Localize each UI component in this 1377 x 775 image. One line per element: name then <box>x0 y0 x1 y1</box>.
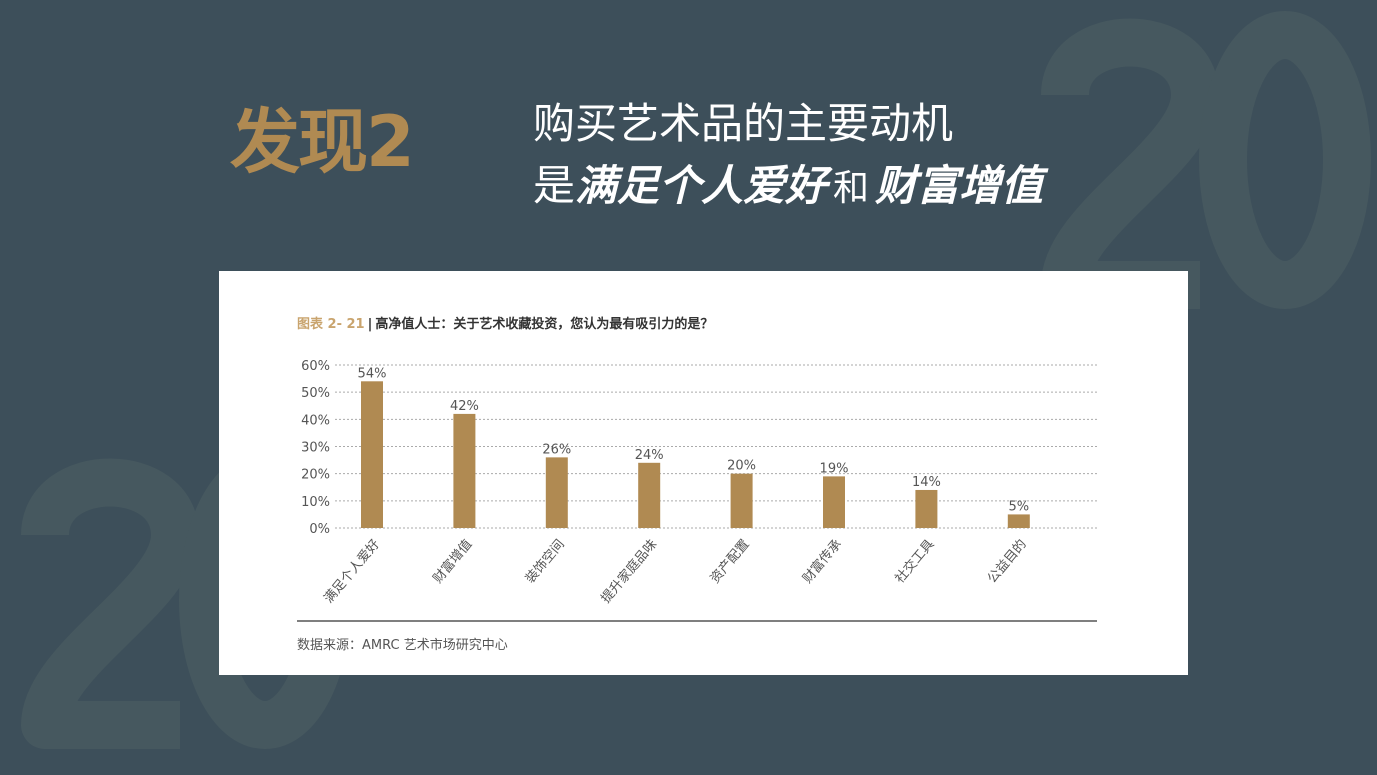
data-label: 5% <box>1008 499 1029 514</box>
bar <box>638 462 661 528</box>
bar <box>361 381 383 528</box>
headline-prefix: 是 <box>533 161 576 210</box>
watermark-top-right <box>1041 11 1371 309</box>
x-tick-label: 财富增值 <box>430 536 476 586</box>
headline-line2: 是满足个人爱好和财富增值 <box>533 155 1043 220</box>
x-tick-label: 公益目的 <box>984 536 1030 586</box>
data-label: 54% <box>358 366 387 381</box>
y-tick-label: 40% <box>301 413 330 428</box>
y-tick-label: 10% <box>301 495 330 510</box>
x-tick-label: 社交工具 <box>892 536 938 586</box>
y-tick-label: 30% <box>301 441 330 456</box>
watermark-digit-0 <box>1199 11 1371 309</box>
bar <box>1007 514 1030 528</box>
chart-title-separator: | <box>368 317 373 332</box>
data-label: 20% <box>727 459 756 474</box>
x-tick-label: 满足个人爱好 <box>321 537 383 606</box>
bar <box>823 476 845 528</box>
bar-chart: 图表 2- 21 | 高净值人士：关于艺术收藏投资，您认为最有吸引力的是？ 数据来源… <box>297 316 1097 653</box>
bar <box>545 457 568 528</box>
data-label: 24% <box>635 448 664 463</box>
x-tick-label: 资产配置 <box>708 537 753 586</box>
bar <box>730 473 753 528</box>
headline: 购买艺术品的主要动机 是满足个人爱好和财富增值 <box>533 93 1043 220</box>
chart-title: 高净值人士：关于艺术收藏投资，您认为最有吸引力的是？ <box>375 316 713 332</box>
y-tick-label: 0% <box>309 522 330 537</box>
x-tick-label: 财富传承 <box>799 536 845 586</box>
x-tick-label: 提升家庭品味 <box>598 536 660 606</box>
watermark-digit-2 <box>21 458 199 749</box>
data-label: 19% <box>820 461 849 476</box>
bar <box>453 413 476 528</box>
finding-label: 发现2 <box>230 101 415 183</box>
y-tick-label: 50% <box>301 386 330 401</box>
y-tick-label: 20% <box>301 468 330 483</box>
data-label: 42% <box>450 399 479 414</box>
bar <box>915 489 938 528</box>
chart-caption: 图表 2- 21 | 高净值人士：关于艺术收藏投资，您认为最有吸引力的是？ <box>297 316 713 332</box>
headline-line1: 购买艺术品的主要动机 <box>533 99 954 148</box>
headline-emphasis-1: 满足个人爱好 <box>575 161 828 210</box>
data-label: 26% <box>542 442 571 457</box>
source-note: 数据来源：AMRC 艺术市场研究中心 <box>297 637 508 653</box>
headline-emphasis-2: 财富增值 <box>875 161 1044 210</box>
headline-mid: 和 <box>833 168 870 209</box>
y-tick-label: 60% <box>301 359 330 374</box>
figure-label: 图表 2- 21 <box>297 316 365 332</box>
chart-card: 图表 2- 21 | 高净值人士：关于艺术收藏投资，您认为最有吸引力的是？ 数据来源… <box>219 271 1188 675</box>
data-label: 14% <box>912 475 941 490</box>
x-tick-label: 装饰空间 <box>523 537 568 586</box>
watermark-digit-2 <box>1041 18 1219 309</box>
